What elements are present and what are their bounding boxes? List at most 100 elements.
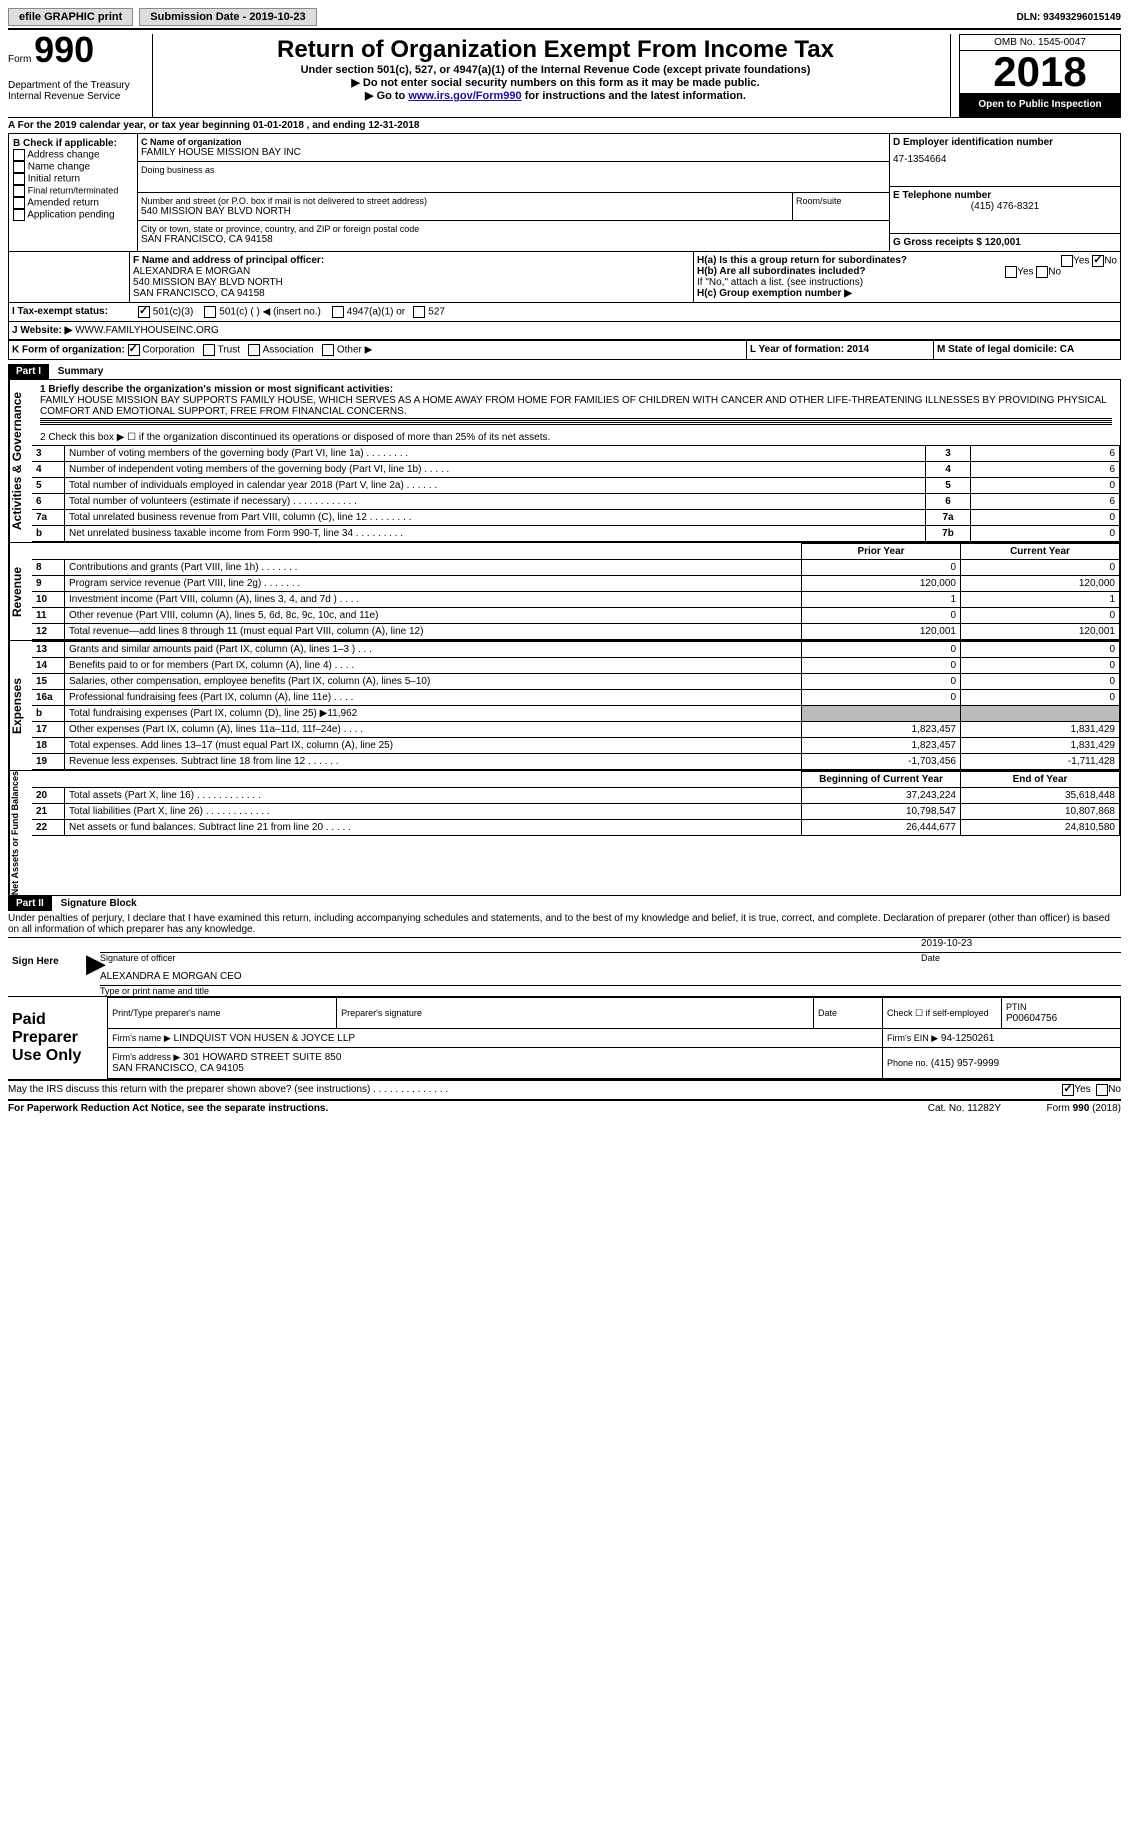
firm-ein-label: Firm's EIN ▶ [887, 1033, 938, 1043]
amended-return-check[interactable] [13, 197, 25, 209]
amended-return-label: Amended return [27, 198, 99, 209]
prep-name-label: Print/Type preparer's name [112, 1008, 220, 1018]
final-return-label: Final return/terminated [28, 186, 119, 196]
ptin-label: PTIN [1006, 1002, 1027, 1012]
527-label: 527 [428, 307, 445, 318]
section-revenue: Revenue [9, 543, 32, 640]
assoc-check[interactable] [248, 344, 260, 356]
sign-here-label: Sign Here [8, 938, 86, 996]
section-b-checks: B Check if applicable: Address change Na… [9, 134, 138, 251]
ha-yes-check[interactable] [1061, 255, 1073, 267]
sig-officer-label: Signature of officer [100, 953, 921, 963]
phone: (415) 476-8321 [893, 201, 1117, 212]
501c3-check[interactable] [138, 306, 150, 318]
form-header: Form 990 Department of the Treasury Inte… [8, 34, 1121, 117]
501c3-label: 501(c)(3) [153, 307, 194, 318]
firm-name: LINDQUIST VON HUSEN & JOYCE LLP [174, 1033, 356, 1044]
sign-arrow-icon: ▶ [86, 938, 100, 996]
paperwork-notice: For Paperwork Reduction Act Notice, see … [8, 1103, 328, 1114]
year-box: OMB No. 1545-0047 2018 Open to Public In… [959, 34, 1121, 117]
hb-no-check[interactable] [1036, 266, 1048, 278]
hb-label: H(b) Are all subordinates included? [697, 266, 866, 277]
net-assets-table: Beginning of Current YearEnd of Year20 T… [32, 771, 1120, 836]
application-pending-check[interactable] [13, 209, 25, 221]
yes-label: Yes [1074, 1084, 1090, 1096]
submission-date: Submission Date - 2019-10-23 [139, 8, 316, 26]
no-label: No [1048, 267, 1061, 278]
no-label: No [1108, 1084, 1121, 1096]
501c-label: 501(c) ( ) ◀ (insert no.) [219, 307, 321, 318]
top-bar: efile GRAPHIC print Submission Date - 20… [8, 8, 1121, 30]
city-state-zip: SAN FRANCISCO, CA 94158 [141, 234, 886, 245]
trust-check[interactable] [203, 344, 215, 356]
hb-note: If "No," attach a list. (see instruction… [697, 277, 1117, 288]
website: WWW.FAMILYHOUSEINC.ORG [75, 325, 219, 336]
form-number: 990 [34, 29, 94, 70]
declaration: Under penalties of perjury, I declare th… [8, 911, 1121, 937]
street-label: Number and street (or P.O. box if mail i… [141, 196, 789, 206]
type-name-label: Type or print name and title [100, 986, 1121, 996]
line2: 2 Check this box ▶ ☐ if the organization… [32, 430, 1120, 445]
other-label: Other ▶ [337, 345, 372, 356]
street-address: 540 MISSION BAY BLVD NORTH [141, 206, 789, 217]
ptin: P00604756 [1006, 1013, 1057, 1024]
name-change-check[interactable] [13, 161, 25, 173]
initial-return-label: Initial return [28, 174, 80, 185]
no-label: No [1104, 256, 1117, 267]
b-check-label: B Check if applicable: [13, 138, 133, 149]
final-return-check[interactable] [13, 185, 25, 197]
open-to-public: Open to Public Inspection [960, 93, 1120, 116]
501c-check[interactable] [204, 306, 216, 318]
e-label: E Telephone number [893, 190, 1117, 201]
yes-label: Yes [1017, 267, 1033, 278]
efile-button[interactable]: efile GRAPHIC print [8, 8, 133, 26]
period-line: A For the 2019 calendar year, or tax yea… [8, 117, 1121, 133]
corp-check[interactable] [128, 344, 140, 356]
self-employed-check[interactable]: Check ☐ if self-employed [883, 998, 1002, 1029]
officer-name: ALEXANDRA E MORGAN CEO [100, 971, 1121, 986]
ha-label: H(a) Is this a group return for subordin… [697, 255, 907, 266]
trust-label: Trust [218, 345, 240, 356]
form990-link[interactable]: www.irs.gov/Form990 [408, 90, 521, 102]
room-label: Room/suite [796, 196, 886, 206]
part1-header: Part I [8, 364, 49, 379]
initial-return-check[interactable] [13, 173, 25, 185]
line1-label: 1 Briefly describe the organization's mi… [40, 384, 393, 395]
c-label: C Name of organization [141, 137, 886, 147]
ein: 47-1354664 [893, 154, 1117, 165]
g-label: G Gross receipts $ 120,001 [893, 237, 1021, 248]
i-label: I Tax-exempt status: [9, 303, 135, 321]
under-section: Under section 501(c), 527, or 4947(a)(1)… [163, 64, 948, 76]
no-ssn-note: ▶ Do not enter social security numbers o… [163, 76, 948, 89]
m-label: M State of legal domicile: CA [933, 341, 1120, 359]
hc-label: H(c) Group exemption number ▶ [697, 288, 1117, 299]
yes-label: Yes [1073, 256, 1089, 267]
sig-date-value: 2019-10-23 [921, 938, 1121, 953]
corp-label: Corporation [142, 345, 194, 356]
form-title: Return of Organization Exempt From Incom… [163, 36, 948, 64]
section-net-assets: Net Assets or Fund Balances [9, 771, 32, 895]
prep-sig-label: Preparer's signature [341, 1008, 422, 1018]
other-check[interactable] [322, 344, 334, 356]
527-check[interactable] [413, 306, 425, 318]
discuss-yes-check[interactable] [1062, 1084, 1074, 1096]
4947-check[interactable] [332, 306, 344, 318]
expenses-table: 13 Grants and similar amounts paid (Part… [32, 641, 1120, 770]
firm-phone: (415) 957-9999 [931, 1058, 999, 1069]
department: Department of the Treasury Internal Reve… [8, 80, 148, 102]
address-change-check[interactable] [13, 149, 25, 161]
hb-yes-check[interactable] [1005, 266, 1017, 278]
part1-title: Summary [52, 366, 104, 377]
form-prefix: Form [8, 54, 31, 65]
firm-ein: 94-1250261 [941, 1033, 994, 1044]
k-label: K Form of organization: [12, 345, 125, 356]
application-pending-label: Application pending [27, 210, 114, 221]
org-name: FAMILY HOUSE MISSION BAY INC [141, 147, 886, 158]
ha-no-check[interactable] [1092, 255, 1104, 267]
4947-label: 4947(a)(1) or [347, 307, 405, 318]
dln: DLN: 93493296015149 [1016, 12, 1121, 23]
discuss-no-check[interactable] [1096, 1084, 1108, 1096]
discuss-question: May the IRS discuss this return with the… [8, 1084, 448, 1096]
section-expenses: Expenses [9, 641, 32, 770]
principal-officer: ALEXANDRA E MORGAN 540 MISSION BAY BLVD … [133, 266, 690, 299]
